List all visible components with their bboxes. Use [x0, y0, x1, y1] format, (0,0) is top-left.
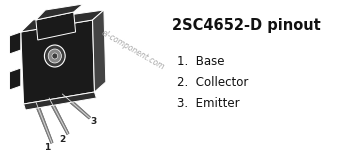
Text: 3: 3	[90, 117, 97, 126]
Circle shape	[52, 53, 58, 59]
Polygon shape	[36, 12, 76, 40]
Polygon shape	[47, 97, 69, 135]
Circle shape	[48, 49, 61, 63]
Text: el-component.com: el-component.com	[99, 28, 166, 72]
Polygon shape	[24, 92, 96, 110]
Text: 3.  Emitter: 3. Emitter	[177, 97, 239, 110]
Polygon shape	[34, 101, 53, 144]
Polygon shape	[9, 68, 21, 90]
Polygon shape	[36, 4, 83, 20]
Circle shape	[44, 45, 65, 67]
Polygon shape	[21, 10, 104, 32]
Text: 1: 1	[44, 144, 50, 153]
Polygon shape	[9, 32, 21, 54]
Text: 1.  Base: 1. Base	[177, 55, 224, 68]
Text: 2: 2	[59, 135, 66, 144]
Polygon shape	[92, 10, 106, 92]
Polygon shape	[21, 20, 95, 104]
Polygon shape	[61, 93, 91, 119]
Text: 2.  Collector: 2. Collector	[177, 76, 248, 89]
Text: 2SC4652-D pinout: 2SC4652-D pinout	[172, 18, 321, 33]
